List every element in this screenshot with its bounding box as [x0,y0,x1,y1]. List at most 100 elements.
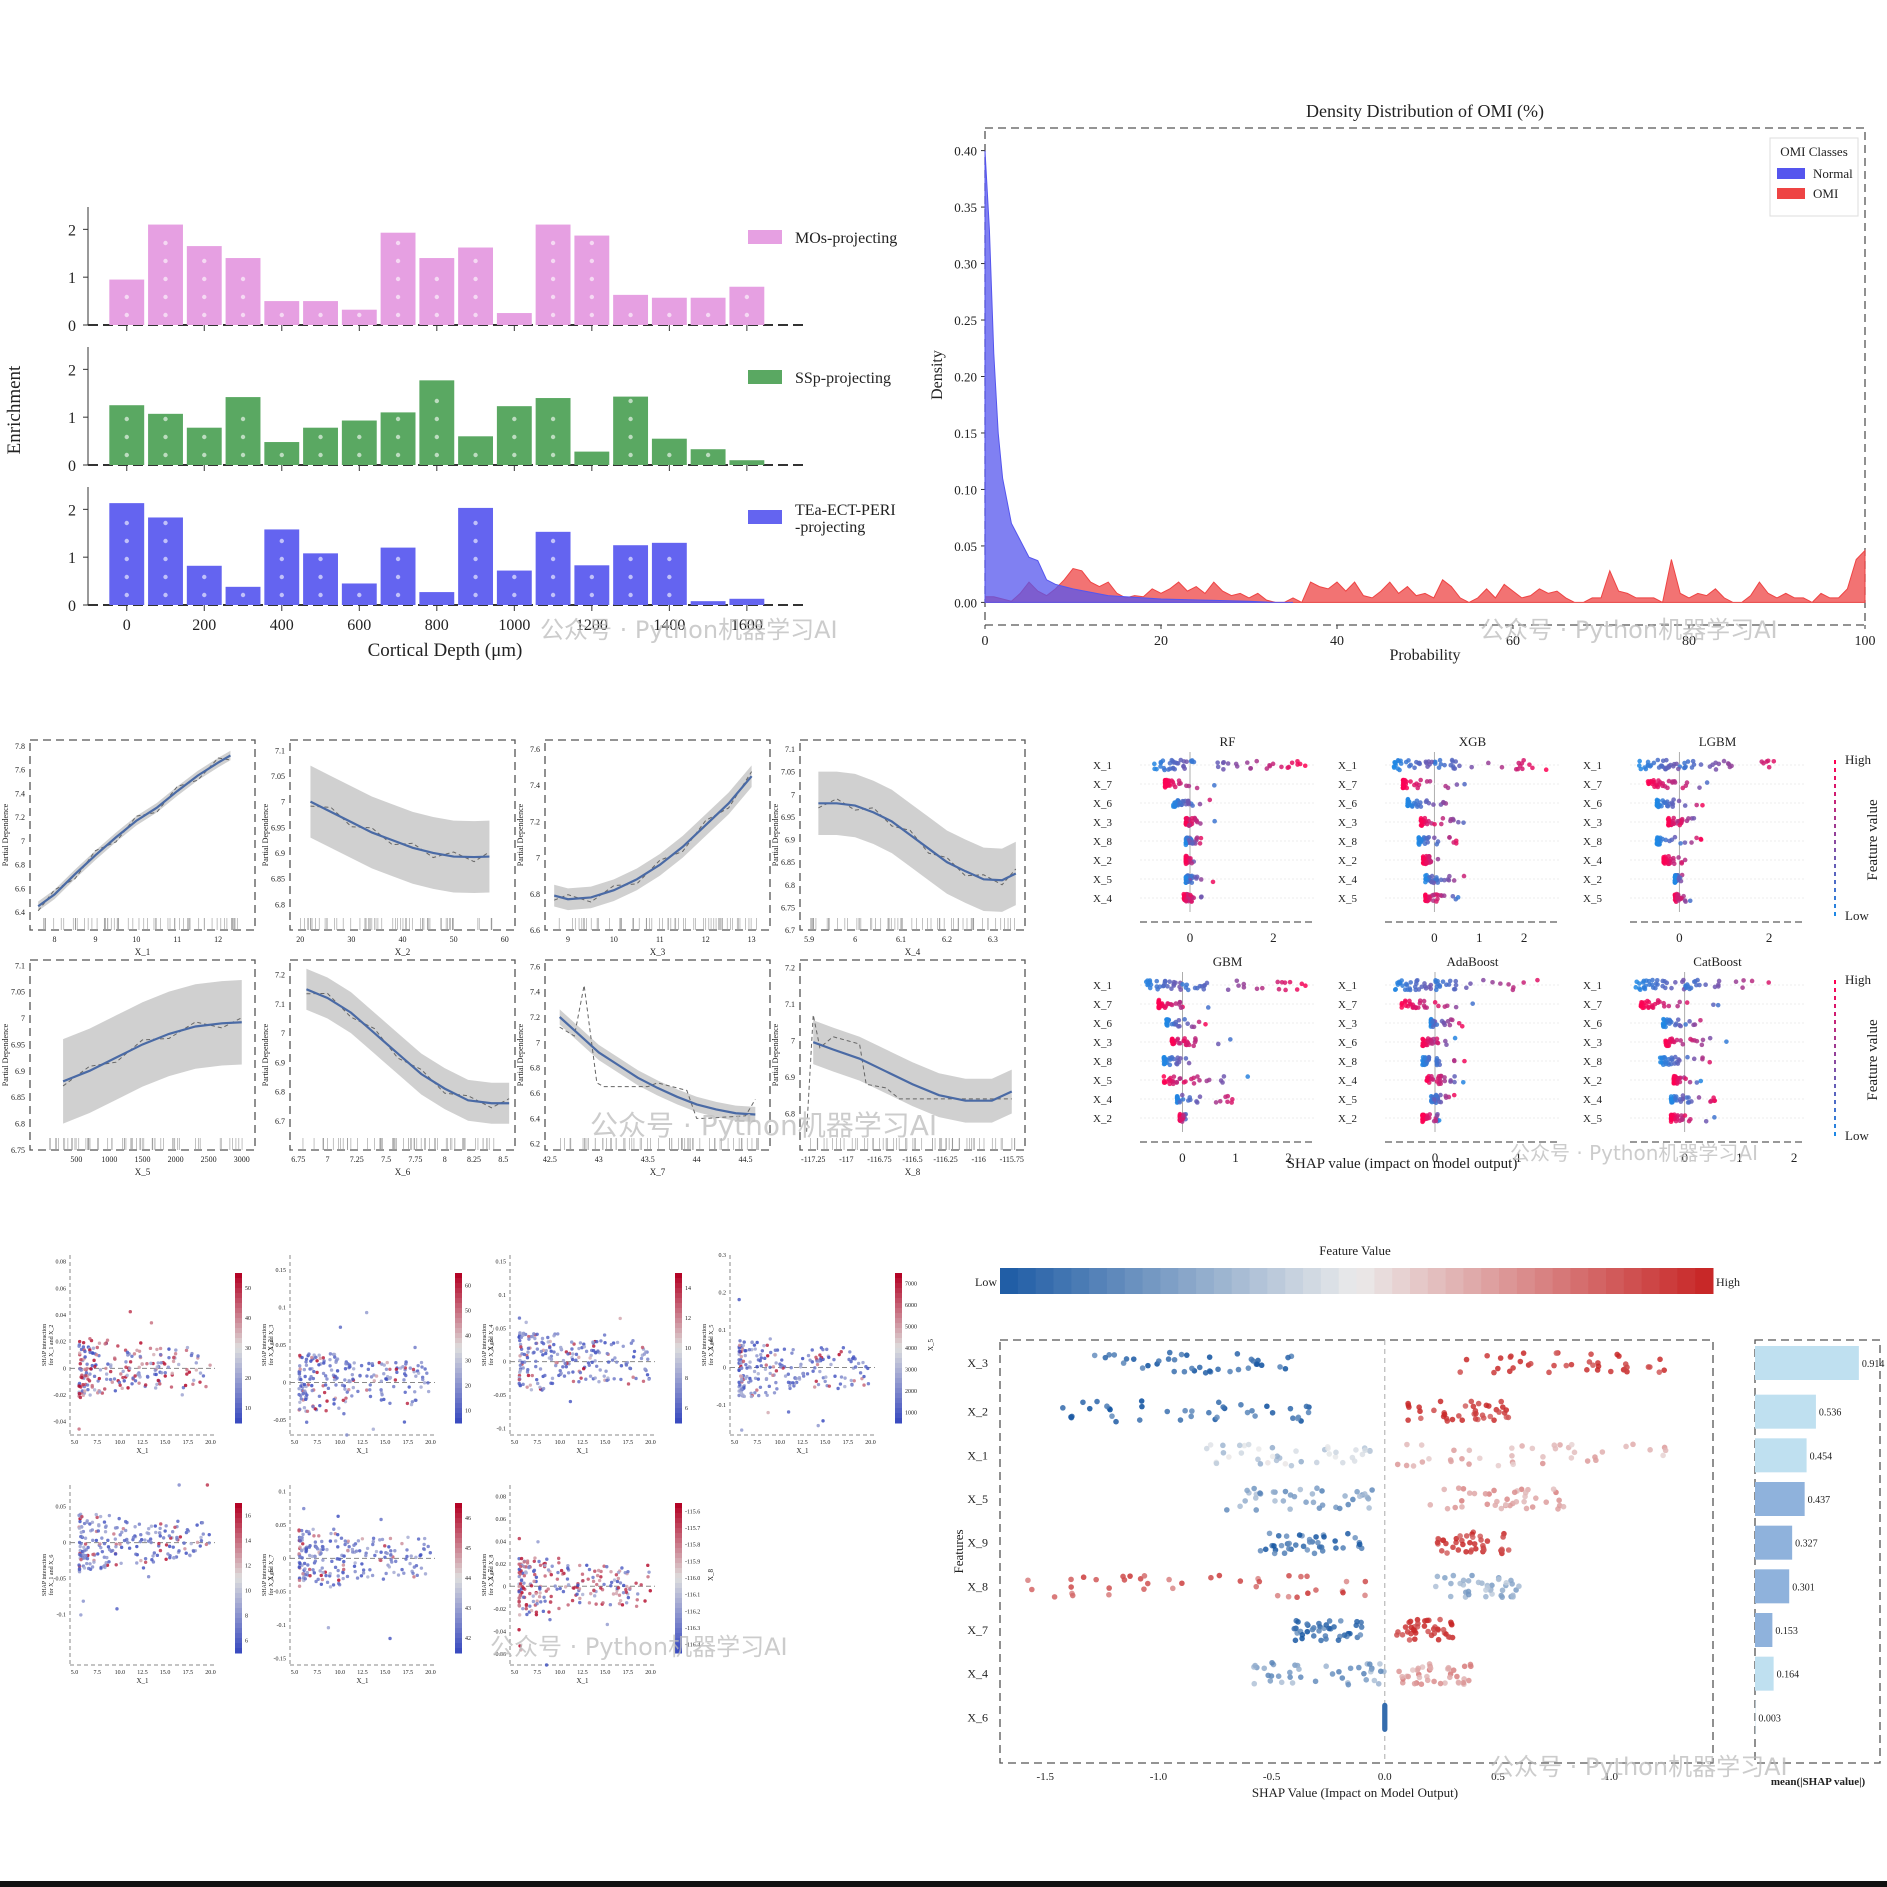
colorbar-seg [1570,1268,1589,1294]
interaction-point [550,1376,555,1381]
smoothed-pd-line [812,1041,1013,1102]
shap-point [1741,978,1746,983]
interaction-point [740,1428,744,1432]
confidence-band [310,765,490,894]
interaction-point [392,1570,396,1575]
y-tick-label: 7 [281,798,285,807]
feature-label: X_5 [967,1492,988,1506]
interaction-point [137,1381,141,1385]
x-tick-label: 500 [70,1155,82,1164]
bar-dot [589,592,595,598]
interaction-point [371,1542,375,1547]
colorbar-low-label: Low [1845,908,1869,923]
shap-point [1164,782,1169,787]
bar [574,565,610,605]
interaction-point [646,1357,650,1361]
shap-point [1319,1488,1325,1494]
pdp-panel-X_1: 6.46.66.877.27.47.67.88 9 10 11 12X_1Partial… [1,739,256,957]
interaction-point [635,1598,639,1602]
colorbar-seg [675,1543,682,1549]
interaction-point [743,1376,748,1381]
interaction-point [351,1377,355,1381]
colorbar-seg [455,1313,462,1319]
bar-dot [318,592,323,598]
shap-point [1294,1415,1301,1422]
shap-point [1225,987,1231,993]
y-tick-label: 6.9 [275,1058,285,1067]
interaction-point [301,1572,305,1576]
colorbar-tick: 42 [465,1636,471,1642]
interaction-point [645,1373,650,1377]
shap-point [1463,1356,1470,1363]
shap-point [1680,1041,1686,1047]
shap-point [1189,815,1195,821]
bar-dot [550,294,556,300]
colorbar-seg [235,1573,242,1579]
shap-point [1398,758,1403,764]
x-tick-label: 11 [173,935,181,944]
x-tick-label: 1 [1736,1150,1743,1165]
panel-frame [29,739,256,931]
interaction-point [765,1343,769,1347]
interaction-point [98,1390,102,1394]
interaction-point [394,1367,399,1372]
bar-dot [550,240,556,246]
interaction-point [517,1316,522,1320]
interaction-point [304,1397,308,1402]
interaction-point [620,1566,624,1570]
shap-point [1447,1022,1453,1028]
interaction-point [794,1376,798,1381]
interaction-point [146,1526,151,1531]
interaction-point [585,1563,589,1567]
shap-point [1283,987,1288,993]
y-tick-label: 7.2 [785,963,795,972]
pdp-panel-X_7: 6.26.46.66.877.27.47.642.5 43 43.5 44 44.5X_… [516,959,771,1177]
bar-dot [124,538,129,544]
interaction-point [739,1391,744,1395]
interaction-point [529,1584,534,1588]
shap-point [1309,1491,1316,1497]
colorbar-seg [895,1358,902,1364]
colorbar-seg [455,1368,462,1374]
shap-point [1438,761,1444,767]
y-tick-label: 2 [68,362,76,379]
shap-point [1614,1351,1620,1358]
shap-point [1293,1448,1299,1454]
interaction-point [361,1568,366,1572]
y-tick-label: 6.9 [785,1073,795,1082]
interaction-point [150,1558,154,1562]
interaction-point [191,1382,195,1386]
interaction-point [563,1585,568,1589]
shap-point [1207,797,1213,803]
interaction-point [753,1391,757,1395]
shap-point [1449,1416,1456,1423]
x-tick-label: 12.5 [137,1670,148,1676]
interaction-point [858,1371,863,1375]
interaction-point [107,1513,112,1518]
shap-point [1642,985,1647,990]
colorbar-tick: 30 [465,1359,471,1365]
shap-point [1252,1413,1258,1419]
interaction-point [759,1352,763,1357]
interaction-point [798,1365,803,1369]
bar-dot [667,312,672,318]
interaction-point [527,1565,531,1570]
interaction-point [166,1552,170,1556]
x-tick-label: 40 [399,935,407,944]
shap-point [1176,778,1182,783]
y-axis-label: for X_1 and X_7 [268,1555,275,1596]
shap-point [1663,985,1668,991]
shap-point [1221,759,1227,765]
bar [419,592,455,605]
shap-point [1459,1455,1465,1462]
shap-point [1571,1449,1578,1456]
interaction-point [149,1321,154,1325]
colorbar-tick: 10 [245,1406,251,1412]
interaction-point [598,1368,602,1372]
interaction-point [739,1387,744,1391]
bar-dot [357,434,362,440]
colorbar-seg [455,1583,462,1589]
interaction-point [756,1372,760,1376]
interaction-point [81,1340,86,1345]
shap-point [1113,1418,1119,1425]
